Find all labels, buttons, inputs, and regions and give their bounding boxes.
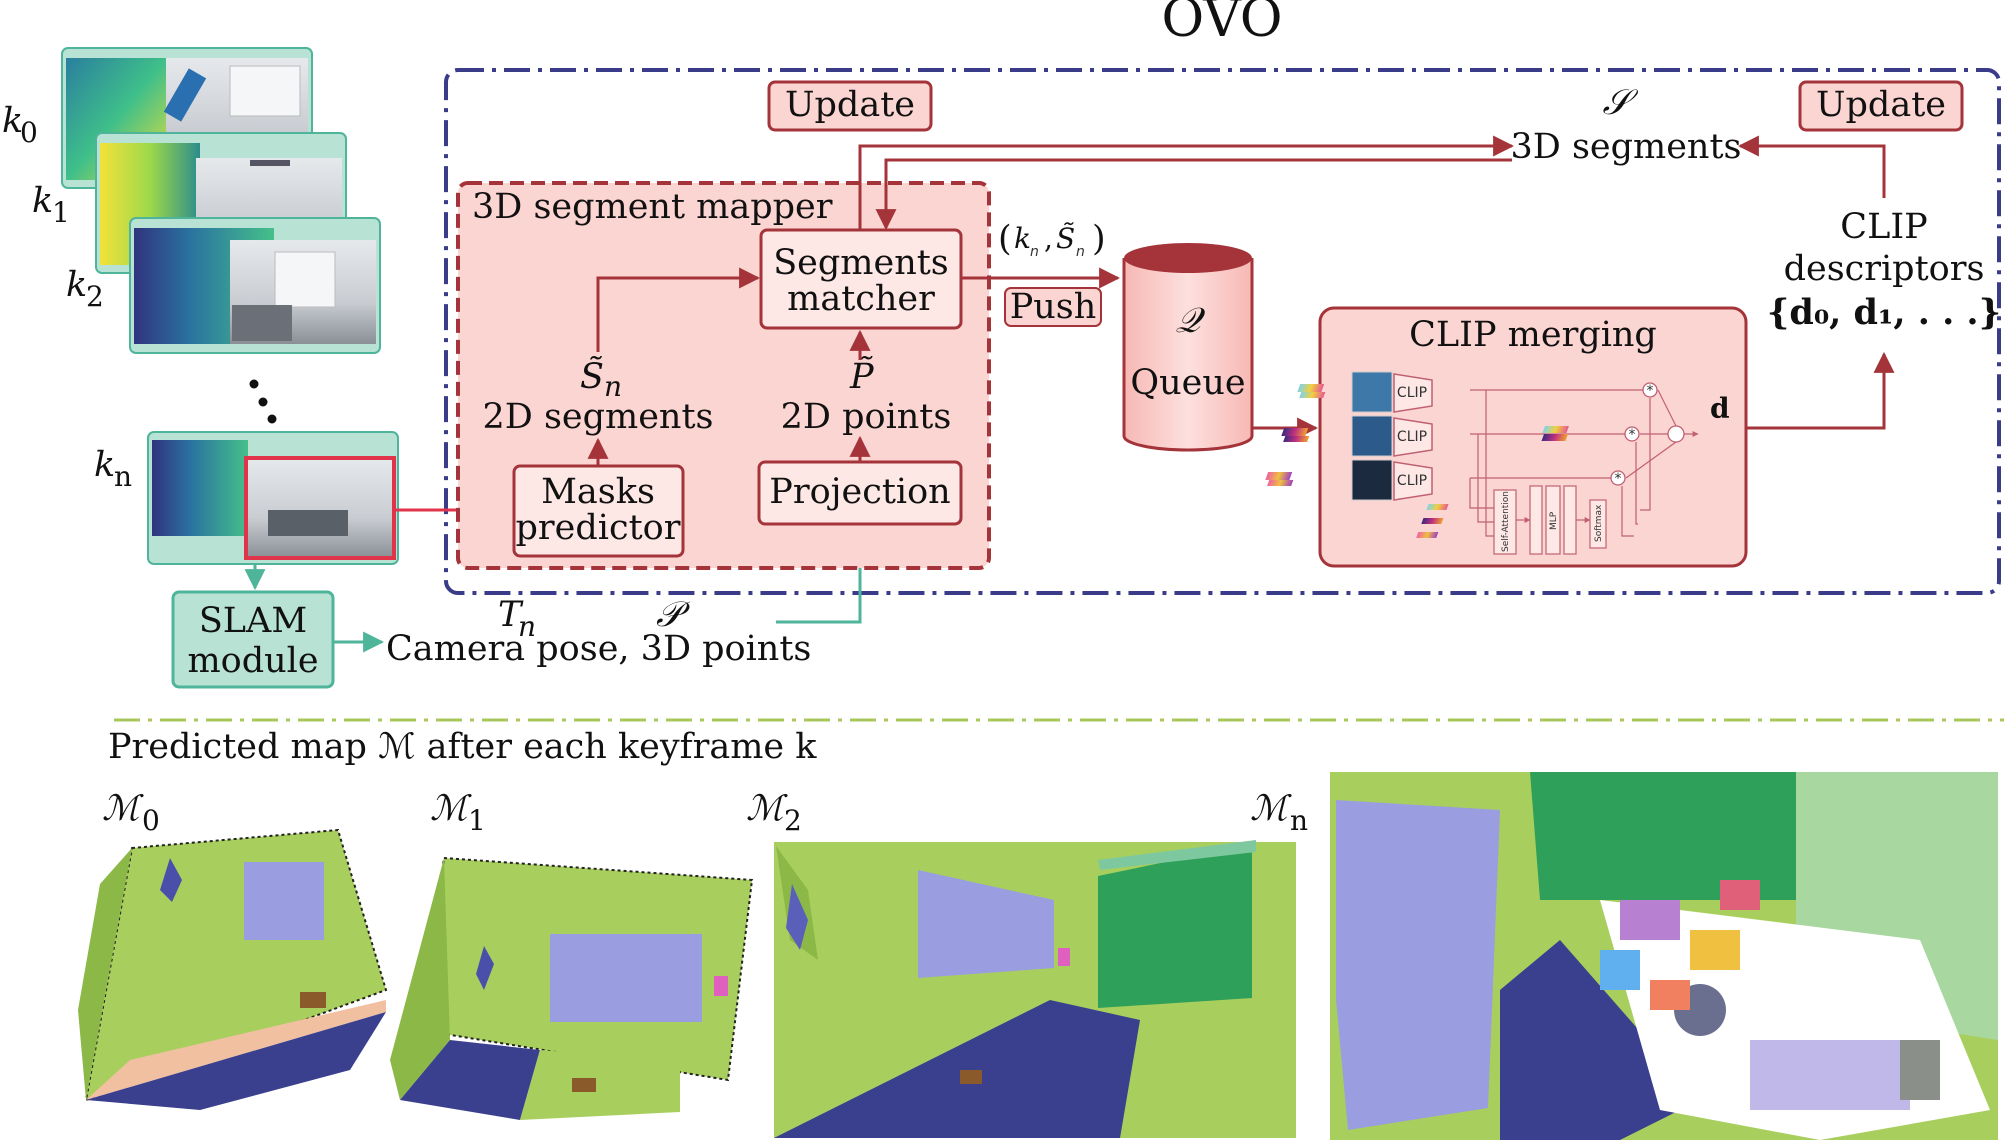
slam-module-line1: SLAM bbox=[199, 601, 307, 641]
mlp-block-3 bbox=[1563, 485, 1577, 555]
update-right-label: Update bbox=[1816, 85, 1946, 125]
map-m1-render bbox=[390, 856, 754, 1120]
points2d-label: 2D points bbox=[781, 397, 952, 437]
map-m2-label: ℳ bbox=[746, 789, 788, 829]
queue-cylinder bbox=[1122, 243, 1254, 452]
arrow-clip-to-descriptors bbox=[1746, 351, 1895, 430]
clip-merging-box bbox=[1318, 306, 1748, 568]
clip-encoder-1 bbox=[1393, 373, 1433, 413]
segments3d-symbol: 𝒮 bbox=[1602, 83, 1638, 123]
push-box bbox=[1004, 287, 1102, 327]
clip-merging-architecture: * * * bbox=[1265, 371, 1699, 555]
ovo-frame bbox=[444, 68, 2001, 595]
slam-module-line2: module bbox=[187, 641, 318, 681]
map-m0-render bbox=[78, 828, 388, 1110]
tuple-open-paren: ( bbox=[998, 219, 1012, 259]
segments2d-symbol-sub: n bbox=[604, 370, 622, 403]
ellipsis-dot bbox=[249, 379, 259, 389]
tuple-s: S̃ bbox=[1056, 222, 1075, 255]
keyframe-kn-label: k bbox=[94, 445, 115, 485]
arrow-matcher-update-to-3dsegments bbox=[858, 135, 1515, 230]
projection-label: Projection bbox=[769, 472, 950, 512]
masks-predictor-line2: predictor bbox=[516, 508, 681, 548]
map-m0-label: ℳ bbox=[102, 789, 144, 829]
map-mn-sub: n bbox=[1290, 804, 1308, 837]
clip-encoder-2 bbox=[1393, 417, 1433, 457]
update-right-box bbox=[1798, 80, 1964, 132]
tuple-s-sub: n bbox=[1076, 244, 1085, 260]
arrow-2dsegments-to-matcher bbox=[596, 267, 761, 352]
map-m0-sub: 0 bbox=[142, 804, 160, 837]
descriptors-line3: {d₀, d₁, . . .} bbox=[1767, 292, 2001, 333]
map-m2-render bbox=[774, 840, 1296, 1138]
slam-module-box bbox=[171, 590, 335, 689]
segments2d-symbol: S̃ bbox=[580, 356, 604, 397]
diagram-title: OVO bbox=[1162, 0, 1283, 49]
segments2d-label: 2D segments bbox=[482, 397, 713, 437]
softmax-block bbox=[1589, 499, 1607, 549]
keyframe-k2-label: k bbox=[66, 265, 87, 305]
mlp-block-2 bbox=[1545, 485, 1561, 555]
segments-matcher-line1: Segments bbox=[773, 243, 949, 283]
self-attention-label: Self-Attention bbox=[1501, 491, 1511, 552]
ellipsis-dot bbox=[267, 414, 277, 424]
map-mn-render bbox=[1330, 772, 1998, 1140]
keyframe-kn-sub: n bbox=[114, 460, 132, 493]
keyframe-k1-sub: 1 bbox=[52, 196, 70, 229]
softmax-label: Softmax bbox=[1594, 504, 1604, 542]
tuple-comma: , bbox=[1044, 222, 1053, 255]
clip-encoder-2-label: CLIP bbox=[1397, 429, 1427, 445]
tuple-k-sub: n bbox=[1030, 244, 1039, 260]
keyframe-k1-label: k bbox=[32, 181, 53, 221]
map-mn-label: ℳ bbox=[1250, 789, 1292, 829]
clip-encoder-1-label: CLIP bbox=[1397, 385, 1427, 401]
map-m1-label: ℳ bbox=[430, 789, 472, 829]
segment-mapper-title: 3D segment mapper bbox=[472, 187, 833, 227]
camera-pose-symbol-sub: n bbox=[518, 610, 536, 643]
mlp-block-1 bbox=[1529, 485, 1543, 555]
keyframe-k2-sub: 2 bbox=[86, 280, 104, 313]
merged-descriptor-label: d bbox=[1710, 392, 1730, 425]
clip-merging-title: CLIP merging bbox=[1409, 315, 1657, 355]
svg-text:*: * bbox=[1647, 383, 1654, 399]
tuple-close-paren: ) bbox=[1092, 219, 1106, 259]
clip-encoder-3-label: CLIP bbox=[1397, 473, 1427, 489]
clip-encoder-3 bbox=[1393, 461, 1433, 501]
update-left-box bbox=[767, 80, 933, 132]
queue-symbol: 𝒬 bbox=[1175, 301, 1205, 341]
segments3d-label: 3D segments bbox=[1510, 127, 1741, 167]
queue-label: Queue bbox=[1130, 363, 1245, 403]
ellipsis-dot bbox=[258, 397, 268, 407]
descriptors-line1: CLIP bbox=[1840, 207, 1927, 247]
descriptors-line2: descriptors bbox=[1784, 249, 1985, 289]
keyframe-kn bbox=[147, 431, 399, 565]
segments-matcher-line2: matcher bbox=[787, 279, 935, 319]
arrow-3dsegments-to-matcher bbox=[875, 158, 1512, 231]
mlp-label: MLP bbox=[1549, 511, 1559, 530]
arrow-descriptors-update-to-3dsegments bbox=[1737, 135, 1886, 198]
points2d-symbol: P̃ bbox=[849, 356, 875, 397]
keyframe-k0-sub: 0 bbox=[20, 116, 38, 149]
masks-predictor-line1: Masks bbox=[541, 472, 655, 512]
keyframe-k2 bbox=[129, 217, 381, 354]
camera-pose-label: Camera pose, 3D points bbox=[386, 629, 811, 669]
svg-text:*: * bbox=[1615, 471, 1622, 487]
keyframe-k0-label: k bbox=[2, 101, 23, 141]
svg-text:*: * bbox=[1629, 427, 1636, 443]
map-m2-sub: 2 bbox=[784, 804, 802, 837]
tuple-k: k bbox=[1014, 222, 1031, 255]
bottom-caption: Predicted map ℳ after each keyframe k bbox=[108, 727, 817, 767]
map-m1-sub: 1 bbox=[468, 804, 486, 837]
camera-pose-symbol: T bbox=[498, 595, 524, 635]
update-left-label: Update bbox=[785, 85, 915, 125]
push-label: Push bbox=[1010, 287, 1097, 327]
